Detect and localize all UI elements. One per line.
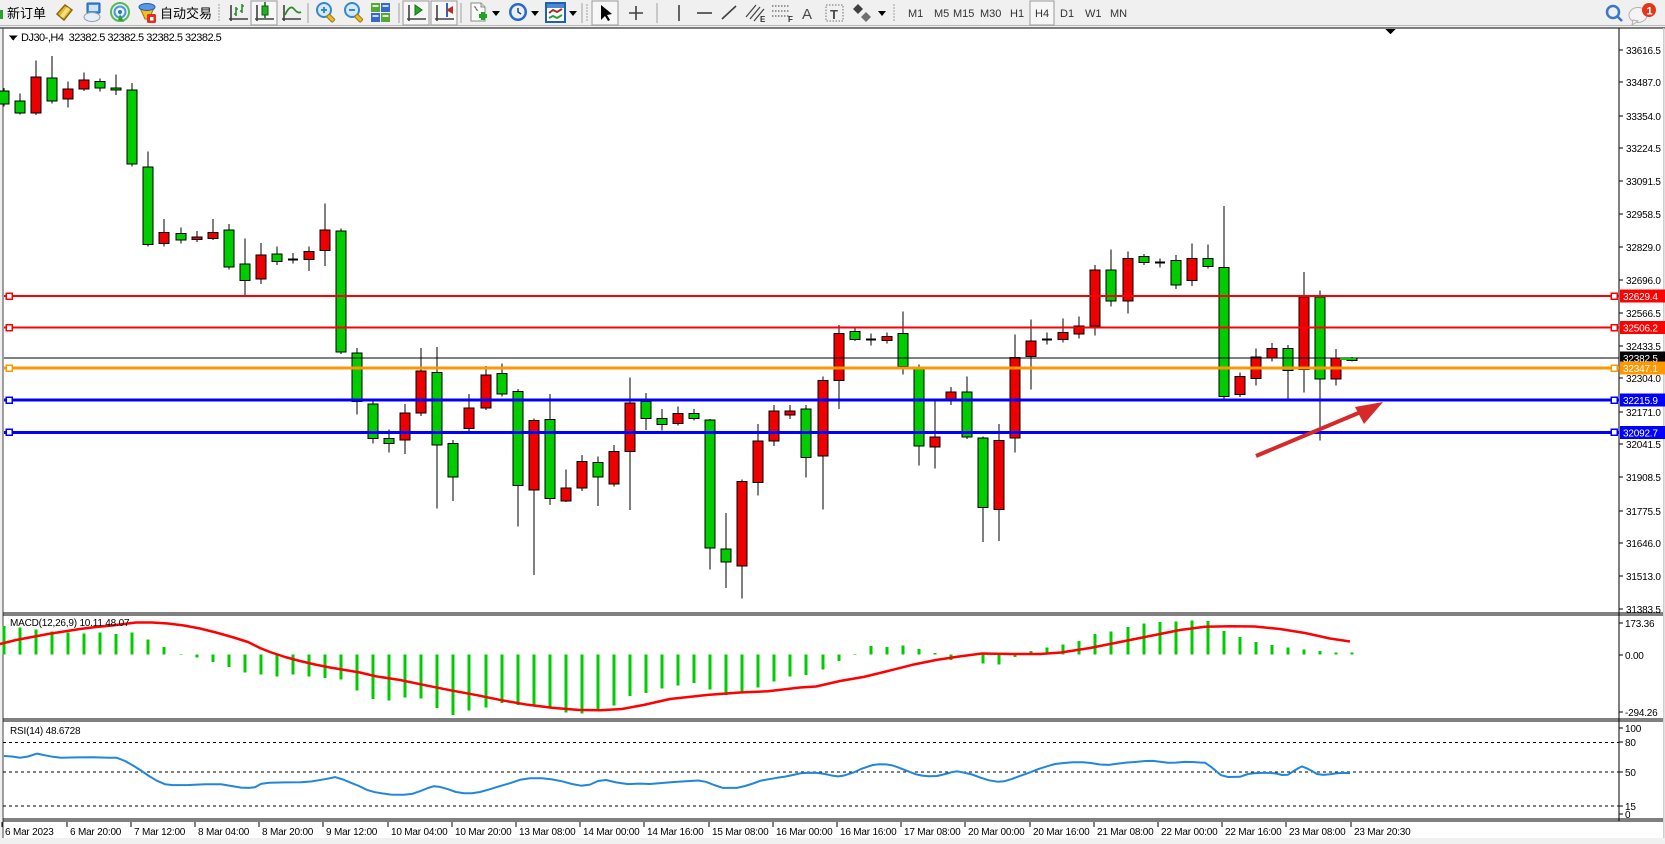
svg-text:16 Mar 00:00: 16 Mar 00:00: [776, 827, 833, 838]
svg-text:14 Mar 16:00: 14 Mar 16:00: [647, 827, 704, 838]
svg-text:6 Mar 20:00: 6 Mar 20:00: [70, 827, 122, 838]
svg-text:0.00: 0.00: [1625, 651, 1644, 662]
svg-text:33354.0: 33354.0: [1626, 112, 1661, 123]
svg-text:0: 0: [1625, 810, 1631, 821]
svg-text:13 Mar 08:00: 13 Mar 08:00: [519, 827, 576, 838]
svg-text:173.36: 173.36: [1625, 619, 1655, 630]
svg-text:23 Mar 20:30: 23 Mar 20:30: [1354, 827, 1411, 838]
svg-text:20 Mar 16:00: 20 Mar 16:00: [1033, 827, 1090, 838]
svg-text:-294.26: -294.26: [1625, 708, 1658, 719]
svg-text:20 Mar 00:00: 20 Mar 00:00: [968, 827, 1025, 838]
svg-text:10 Mar 20:00: 10 Mar 20:00: [455, 827, 512, 838]
svg-text:M1: M1: [908, 8, 923, 20]
svg-text:32696.0: 32696.0: [1626, 276, 1661, 287]
svg-text:W1: W1: [1085, 8, 1102, 20]
svg-text:32629.4: 32629.4: [1623, 292, 1658, 303]
svg-text:7 Mar 12:00: 7 Mar 12:00: [134, 827, 186, 838]
svg-text:22 Mar 00:00: 22 Mar 00:00: [1161, 827, 1218, 838]
svg-text:M30: M30: [980, 8, 1001, 20]
svg-text:32041.5: 32041.5: [1626, 440, 1661, 451]
svg-text:MACD(12,26,9) 10.11 48.07: MACD(12,26,9) 10.11 48.07: [10, 618, 130, 629]
svg-text:32347.1: 32347.1: [1623, 364, 1658, 375]
svg-text:21 Mar 08:00: 21 Mar 08:00: [1097, 827, 1154, 838]
svg-text:MN: MN: [1110, 8, 1127, 20]
svg-text:33487.0: 33487.0: [1626, 78, 1661, 89]
svg-text:15 Mar 08:00: 15 Mar 08:00: [712, 827, 769, 838]
svg-text:31775.5: 31775.5: [1626, 507, 1661, 518]
svg-text:32566.5: 32566.5: [1626, 309, 1661, 320]
svg-text:32958.5: 32958.5: [1626, 210, 1661, 221]
svg-text:9 Mar 12:00: 9 Mar 12:00: [326, 827, 378, 838]
svg-text:33224.5: 33224.5: [1626, 144, 1661, 155]
svg-text:33091.5: 33091.5: [1626, 177, 1661, 188]
svg-text:新订单: 新订单: [7, 6, 46, 21]
svg-text:32829.0: 32829.0: [1626, 243, 1661, 254]
svg-text:6 Mar 2023: 6 Mar 2023: [5, 827, 54, 838]
svg-text:32382.5: 32382.5: [1623, 354, 1658, 365]
svg-text:14 Mar 00:00: 14 Mar 00:00: [583, 827, 640, 838]
svg-text:A: A: [802, 6, 812, 23]
svg-text:自动交易: 自动交易: [160, 6, 212, 21]
svg-text:H1: H1: [1010, 8, 1024, 20]
svg-text:8 Mar 20:00: 8 Mar 20:00: [262, 827, 314, 838]
svg-text:32092.7: 32092.7: [1623, 428, 1658, 439]
svg-text:33616.5: 33616.5: [1626, 46, 1661, 57]
svg-text:D1: D1: [1060, 8, 1074, 20]
svg-text:16 Mar 16:00: 16 Mar 16:00: [840, 827, 897, 838]
svg-text:22 Mar 16:00: 22 Mar 16:00: [1225, 827, 1282, 838]
svg-text:32215.9: 32215.9: [1623, 396, 1658, 407]
svg-text:100: 100: [1625, 724, 1642, 735]
svg-text:32433.5: 32433.5: [1626, 342, 1661, 353]
svg-text:32171.0: 32171.0: [1626, 408, 1661, 419]
svg-text:DJ30-,H4 32382.5 32382.5 3238: DJ30-,H4 32382.5 32382.5 32382.5 32382.5: [21, 32, 222, 44]
svg-text:31513.0: 31513.0: [1626, 572, 1661, 583]
svg-text:15: 15: [1625, 802, 1636, 813]
svg-text:31646.0: 31646.0: [1626, 539, 1661, 550]
svg-text:M5: M5: [934, 8, 949, 20]
svg-text:80: 80: [1625, 738, 1636, 749]
svg-text:8 Mar 04:00: 8 Mar 04:00: [198, 827, 250, 838]
svg-text:31383.5: 31383.5: [1626, 605, 1661, 616]
svg-text:10 Mar 04:00: 10 Mar 04:00: [391, 827, 448, 838]
svg-text:T: T: [830, 7, 838, 22]
svg-text:H4: H4: [1035, 8, 1049, 20]
svg-text:17 Mar 08:00: 17 Mar 08:00: [904, 827, 961, 838]
svg-text:32506.2: 32506.2: [1623, 324, 1658, 335]
svg-text:23 Mar 08:00: 23 Mar 08:00: [1289, 827, 1346, 838]
svg-text:RSI(14) 48.6728: RSI(14) 48.6728: [10, 726, 81, 737]
svg-text:32304.0: 32304.0: [1626, 374, 1661, 385]
svg-text:E: E: [760, 15, 766, 24]
svg-text:1: 1: [1647, 6, 1653, 18]
svg-text:50: 50: [1625, 768, 1636, 779]
svg-text:31908.5: 31908.5: [1626, 473, 1661, 484]
svg-text:F: F: [788, 15, 793, 24]
svg-text:M15: M15: [953, 8, 974, 20]
